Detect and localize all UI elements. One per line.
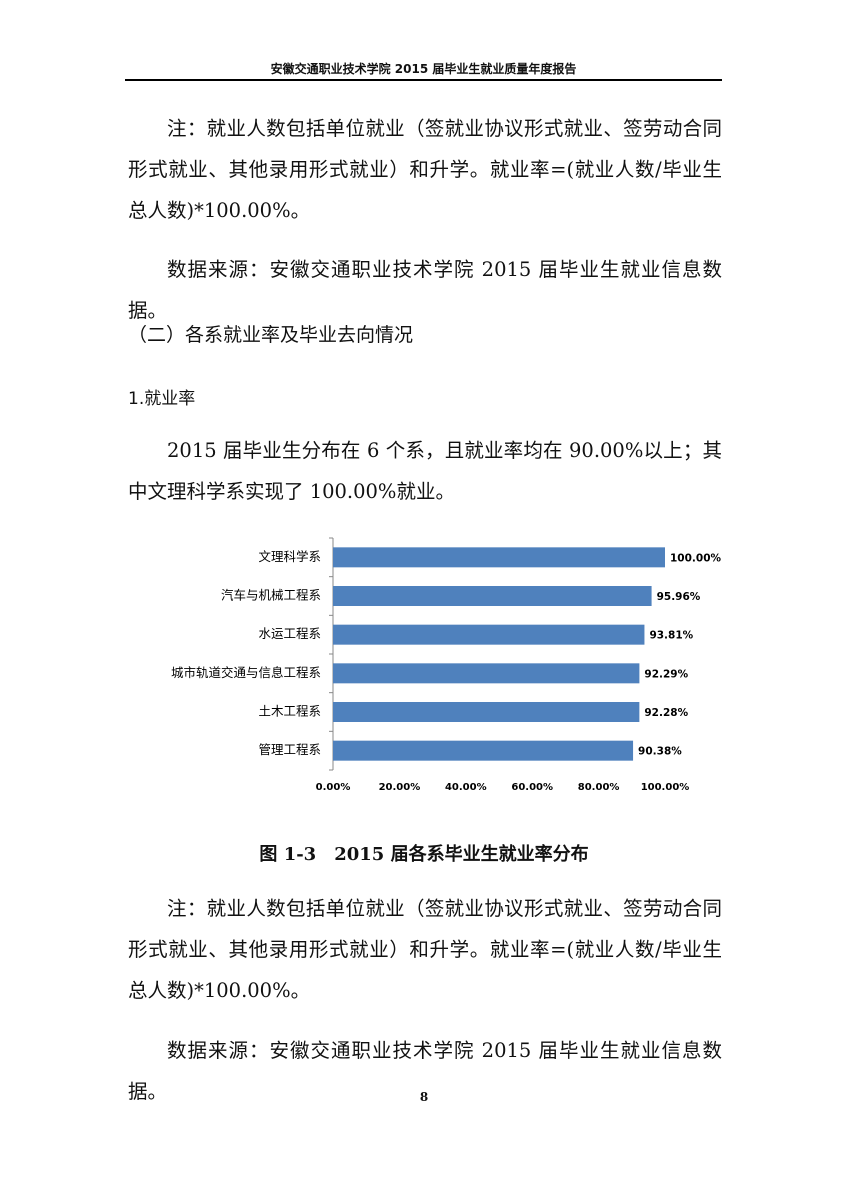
paragraph: 数据来源：安徽交通职业技术学院 2015 届毕业生就业信息数据。	[128, 258, 722, 322]
bar	[333, 624, 645, 645]
section-heading: （二）各系就业率及毕业去向情况	[128, 324, 414, 346]
value-label: 90.38%	[638, 746, 682, 758]
x-tick-label: 0.00%	[316, 782, 351, 793]
x-tick-label: 40.00%	[445, 782, 487, 793]
value-label: 93.81%	[649, 630, 693, 642]
bar	[333, 702, 640, 722]
value-label: 100.00%	[670, 552, 722, 564]
x-tick-label: 100.00%	[641, 782, 690, 793]
y-tick-label: 管理工程系	[258, 742, 321, 757]
page-number: 8	[419, 1090, 429, 1104]
y-tick-label: 水运工程系	[258, 626, 321, 641]
bar	[333, 547, 665, 568]
paragraph: 注：就业人数包括单位就业（签就业协议形式就业、签劳动合同形式就业、其他录用形式就…	[128, 897, 722, 1002]
header-rule	[125, 79, 722, 81]
x-tick-label: 60.00%	[511, 782, 553, 793]
chart-caption: 图 1-3 2015 届各系毕业生就业率分布	[259, 844, 589, 865]
chart: 0.00% 20.00% 40.00% 60.00% 80.00% 100.00% 文理科学…	[171, 537, 722, 793]
value-label: 95.96%	[657, 591, 701, 603]
bar	[333, 663, 640, 684]
value-label: 92.28%	[644, 707, 688, 719]
paragraph: 注：就业人数包括单位就业（签就业协议形式就业、签劳动合同形式就业、其他录用形式就…	[128, 117, 722, 222]
subsection-heading: 1.就业率	[128, 389, 196, 409]
y-tick-label: 汽车与机械工程系	[221, 588, 321, 603]
paragraph: 2015 届毕业生分布在 6 个系，且就业率均在 90.00%以上；其中文理科学…	[128, 439, 722, 503]
y-tick-label: 文理科学系	[258, 549, 321, 564]
page-header: 安徽交通职业技术学院 2015 届毕业生就业质量年度报告	[270, 62, 577, 76]
y-tick-label: 城市轨道交通与信息工程系	[171, 665, 321, 680]
bar	[333, 740, 634, 761]
x-tick-label: 80.00%	[578, 782, 620, 793]
paragraph: 数据来源：安徽交通职业技术学院 2015 届毕业生就业信息数据。	[128, 1039, 722, 1103]
x-tick-label: 20.00%	[379, 782, 421, 793]
y-tick-label: 土木工程系	[258, 704, 321, 719]
value-label: 92.29%	[644, 668, 688, 680]
bar	[333, 586, 652, 606]
